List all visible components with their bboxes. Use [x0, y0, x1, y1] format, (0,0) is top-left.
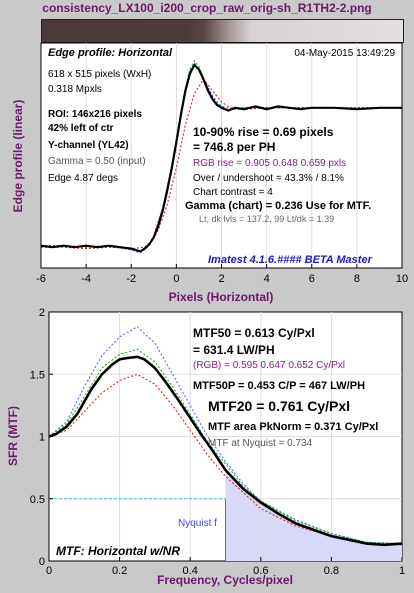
image-size-text: 618 x 515 pixels (WxH): [48, 69, 151, 80]
mtf-y-tick-label: 0.5: [30, 494, 45, 506]
rgb-mtf-text: (RGB) = 0.595 0.647 0.652 Cy/Pxl: [193, 360, 345, 371]
channel-text: Y-channel (YL42): [48, 140, 129, 151]
mtf-corner-label: MTF: Horizontal w/NR: [56, 544, 180, 558]
rgb-rise-text: RGB rise = 0.905 0.648 0.659 pxls: [193, 158, 346, 169]
edge-x-tick-label: 10: [396, 273, 408, 285]
nyquist-label: Nyquist f: [178, 518, 217, 529]
mtf-series-line: [48, 373, 403, 546]
overshoot-text: Over / undershoot = 43.3% / 8.1%: [193, 173, 344, 184]
edge-x-tick-label: 8: [354, 273, 360, 285]
mtf50-text: MTF50 = 0.613 Cy/Pxl: [193, 326, 315, 340]
mtf-x-tick-label: 0.6: [253, 565, 268, 577]
mtf-ylabel: SFR (MTF): [6, 406, 20, 466]
mtf-y-tick-label: 0: [39, 556, 45, 568]
levels-text: Lt, dk lvls = 137.2, 99 Lt/dk = 1.39: [199, 214, 334, 224]
edge-x-tick-label: 0: [173, 273, 179, 285]
mtf-xlabel: Frequency, Cycles/pixel: [157, 573, 293, 587]
mpxls-text: 0.318 Mpxls: [48, 84, 102, 95]
version-text: Imatest 4.1.6.#### BETA Master: [208, 254, 373, 266]
lwph-text: = 631.4 LW/PH: [193, 343, 275, 357]
edge-series-line: [40, 63, 402, 253]
mtf-tick-labels: 0 0.2 0.4 0.6 0.8 1 0 0.5 1 1.5 2: [30, 307, 405, 577]
mtf-panel: 0 0.2 0.4 0.6 0.8 1 0 0.5 1 1.5 2 MTF50 = 0.613 Cy…: [6, 307, 405, 587]
contrast-text: Chart contrast = 4: [193, 187, 273, 198]
edge-x-tick-label: -2: [126, 273, 136, 285]
mtf-y-tick-label: 2: [39, 307, 45, 319]
mtf-x-tick-label: 0.2: [112, 565, 127, 577]
mtf-y-tick-label: 1: [39, 432, 45, 444]
roi-position-text: 42% left of ctr: [48, 123, 114, 134]
edge-profile-panel: -6 -4 -2 0 2 4 6 8 10 Edge profile: Horizontal 0…: [11, 42, 408, 304]
mtf-series-line: [48, 348, 403, 545]
mtf-x-tick-label: 0.4: [183, 565, 198, 577]
mtf-y-tick-label: 1.5: [30, 369, 45, 381]
gamma-input-text: Gamma = 0.50 (input): [48, 156, 146, 167]
mtf20-text: MTF20 = 0.761 Cy/Pxl: [208, 398, 350, 414]
mtf-area-text: MTF area PkNorm = 0.371 Cy/Pxl: [208, 421, 378, 433]
gamma-chart-text: Gamma (chart) = 0.236 Use for MTF.: [185, 200, 371, 212]
mtf-series-group: [48, 326, 403, 547]
mtf50p-text: MTF50P = 0.453 C/P = 467 LW/PH: [193, 380, 365, 392]
mtf-x-tick-label: 1: [399, 565, 405, 577]
edge-angle-text: Edge 4.87 degs: [48, 173, 118, 184]
edge-tick-labels: -6 -4 -2 0 2 4 6 8 10: [36, 264, 408, 285]
edge-panel-title: Edge profile: Horizontal: [48, 47, 173, 59]
edge-x-tick-label: 2: [218, 273, 224, 285]
per-ph-text: = 746.8 per PH: [193, 140, 275, 154]
edge-date: 04-May-2015 13:49:29: [294, 48, 395, 59]
mtf-x-tick-label: 0: [46, 565, 52, 577]
edge-grid: [85, 43, 358, 268]
mtf-series-line: [48, 355, 403, 547]
figure-title: consistency_LX100_i200_crop_raw_orig-sh_…: [42, 1, 372, 15]
nyquist-area-fill: [225, 470, 402, 561]
rise-text: 10-90% rise = 0.69 pixels: [193, 125, 334, 139]
edge-xlabel: Pixels (Horizontal): [169, 290, 274, 304]
mtf-nyquist-text: MTF at Nyquist = 0.734: [208, 438, 313, 449]
edge-x-tick-label: 4: [264, 273, 270, 285]
edge-x-tick-label: -4: [81, 273, 91, 285]
roi-text: ROI: 146x216 pixels: [48, 109, 142, 120]
edge-x-tick-label: -6: [36, 273, 46, 285]
edge-ylabel: Edge profile (linear): [11, 100, 25, 213]
mtf-x-tick-label: 0.8: [324, 565, 339, 577]
edge-x-tick-label: 6: [309, 273, 315, 285]
edge-series-group: [40, 59, 402, 254]
